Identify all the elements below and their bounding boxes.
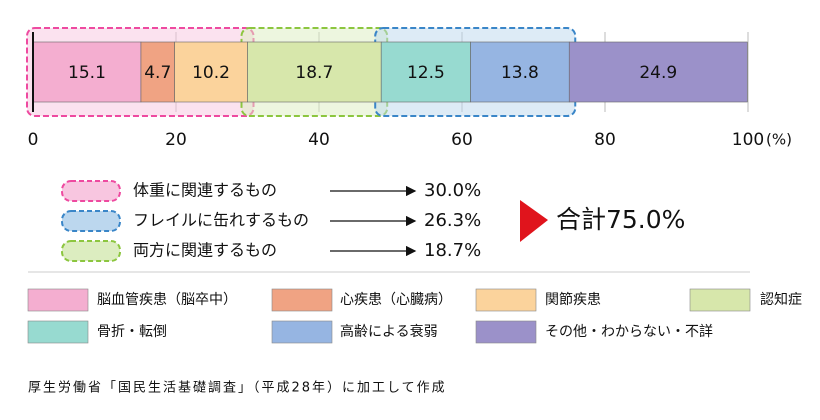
data-label: 10.2 bbox=[192, 63, 230, 83]
data-label: 18.7 bbox=[295, 63, 333, 83]
bar-segment bbox=[568, 41, 748, 103]
bar-segment bbox=[380, 41, 471, 103]
x-unit: (%) bbox=[766, 131, 792, 149]
legend-swatch bbox=[27, 320, 89, 344]
bar-segment bbox=[32, 41, 142, 103]
data-label: 15.1 bbox=[68, 63, 106, 83]
legend-swatch bbox=[475, 320, 537, 344]
legend-swatch bbox=[271, 320, 333, 344]
legend-label: 骨折・転倒 bbox=[97, 324, 167, 340]
legend-swatch bbox=[27, 288, 89, 312]
legend-swatch bbox=[271, 288, 333, 312]
legend-label: 心疾患（心臓病） bbox=[340, 292, 452, 308]
data-label: 24.9 bbox=[639, 63, 677, 83]
x-tick-label: 80 bbox=[594, 130, 616, 150]
group-name: フレイルに缶れするもの bbox=[133, 211, 309, 230]
group-value: 30.0% bbox=[424, 180, 481, 201]
data-label: 12.5 bbox=[407, 63, 445, 83]
bar-segment bbox=[247, 41, 382, 103]
group-swatch bbox=[61, 180, 121, 202]
x-tick-label: 0 bbox=[28, 130, 39, 150]
legend-label: 高齢による衰弱 bbox=[340, 323, 438, 340]
group-name: 両方に関連するもの bbox=[133, 241, 277, 260]
bar-segment bbox=[140, 41, 175, 103]
data-label: 4.7 bbox=[144, 63, 171, 83]
x-tick-label: 20 bbox=[165, 130, 187, 150]
x-tick-label: 60 bbox=[451, 130, 473, 150]
group-swatch bbox=[61, 210, 121, 232]
group-name: 体重に関連するもの bbox=[133, 181, 277, 200]
legend-label: 脳血管疾患（脳卒中） bbox=[97, 292, 237, 308]
x-tick-label: 100 bbox=[732, 130, 764, 150]
legend-label: その他・わからない・不詳 bbox=[545, 324, 713, 340]
group-swatch bbox=[61, 240, 121, 262]
bar-segment bbox=[174, 41, 248, 103]
x-tick-label: 40 bbox=[308, 130, 330, 150]
group-value: 26.3% bbox=[424, 210, 481, 231]
source-note: 厚生労働省「国民生活基礎調査」（平成28年）に加工して作成 bbox=[28, 381, 447, 396]
data-label: 13.8 bbox=[501, 63, 539, 83]
total-label: 合計75.0% bbox=[556, 205, 685, 234]
group-value: 18.7% bbox=[424, 240, 481, 261]
legend-swatch bbox=[689, 288, 751, 312]
legend-label: 認知症 bbox=[760, 291, 802, 308]
legend-label: 関節疾患 bbox=[545, 291, 601, 308]
total-arrow bbox=[520, 200, 548, 242]
legend-swatch bbox=[475, 288, 537, 312]
